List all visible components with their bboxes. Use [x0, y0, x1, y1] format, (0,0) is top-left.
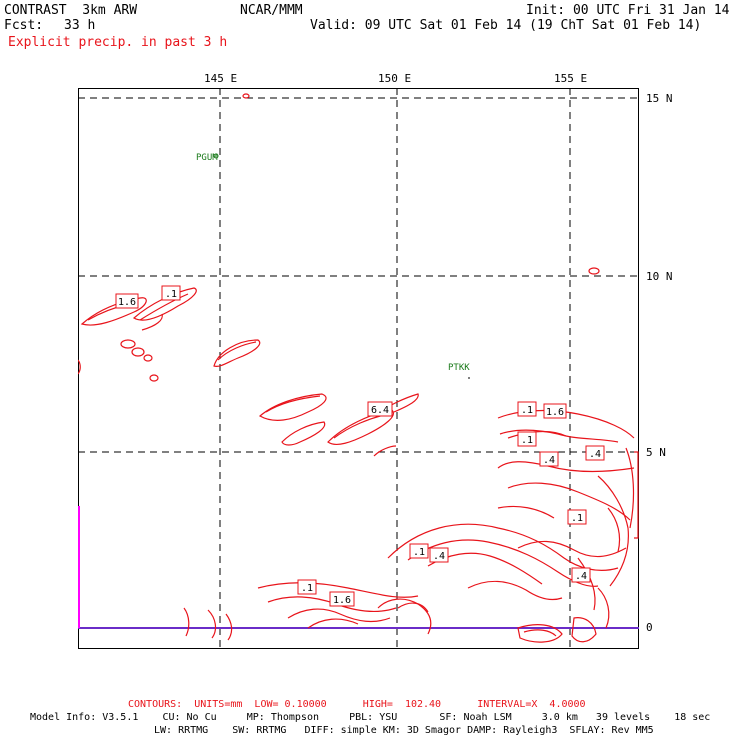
contour — [597, 475, 629, 587]
contour — [225, 613, 233, 641]
contour-label-text: .4 — [433, 551, 445, 562]
contour-label-group: 1.6 .1 6.4 .1 1.6 .1 .4 .4 .1 .1 .4 .4 .… — [115, 285, 605, 607]
contour-label-text: .1 — [521, 405, 533, 416]
center-name: NCAR/MMM — [240, 3, 303, 18]
lat-label-5n: 5 N — [646, 446, 666, 459]
contour — [207, 609, 217, 639]
contour — [143, 354, 153, 362]
station-pgum: PGUM — [196, 153, 218, 163]
contour-label: .4 — [585, 445, 605, 461]
contours-info: CONTOURS: UNITS=mm LOW= 0.10000 HIGH= 10… — [128, 699, 586, 710]
contour — [607, 507, 621, 553]
contour-label-text: 1.6 — [333, 595, 351, 606]
contour — [397, 602, 429, 613]
contour-label: .1 — [297, 579, 317, 595]
contour — [139, 293, 189, 321]
map-canvas: PGUM PTKK 1.6 .1 6.4 .1 1.6 .1 .4 .4 .1 … — [78, 88, 639, 649]
contour-label-text: .4 — [543, 455, 555, 466]
station-dot — [213, 153, 219, 159]
lon-label-145: 145 E — [204, 72, 238, 85]
contour-label: 1.6 — [329, 591, 355, 607]
contour-label: .1 — [517, 401, 537, 417]
contour — [634, 451, 639, 539]
precip-contours — [78, 93, 639, 643]
contour — [497, 409, 635, 443]
contour — [217, 341, 257, 361]
contour — [183, 607, 190, 637]
init-time: Init: 00 UTC Fri 31 Jan 14 — [526, 3, 730, 18]
physics-info: LW: RRTMG SW: RRTMG DIFF: simple KM: 3D … — [154, 725, 654, 736]
contour — [387, 523, 619, 571]
contour — [132, 287, 197, 321]
lon-label-155: 155 E — [554, 72, 588, 85]
contour-label: 1.6 — [543, 403, 567, 419]
lat-label-15n: 15 N — [646, 92, 673, 105]
contour-label: .1 — [567, 509, 587, 525]
model-title: CONTRAST 3km ARW — [4, 3, 138, 18]
contour-label-text: .4 — [575, 571, 587, 582]
contour-label: .4 — [571, 567, 591, 583]
contour — [373, 445, 397, 457]
contour — [467, 580, 563, 601]
contour-label: .1 — [161, 285, 181, 301]
contour — [597, 587, 610, 629]
field-title: Explicit precip. in past 3 h — [8, 35, 228, 50]
contour — [625, 447, 635, 529]
lon-label-150: 150 E — [378, 72, 412, 85]
lat-label-10n: 10 N — [646, 270, 673, 283]
contour — [257, 582, 419, 598]
contour — [80, 297, 147, 326]
contour-label-text: .1 — [413, 547, 425, 558]
contour — [78, 359, 81, 375]
lat-lon-grid — [78, 88, 639, 649]
contour-label-text: 6.4 — [371, 405, 389, 416]
contour-label-text: .1 — [571, 513, 583, 524]
contour — [258, 393, 327, 421]
contour — [287, 608, 391, 623]
contour — [517, 540, 627, 558]
contour-label: .1 — [409, 543, 429, 559]
contour-label: .1 — [517, 431, 537, 447]
forecast-label: Fcst: — [4, 18, 44, 33]
forecast-hour: 33 h — [64, 18, 96, 33]
contour — [523, 629, 557, 637]
contour-label-text: .1 — [165, 289, 177, 300]
precip-map: PGUM PTKK 1.6 .1 6.4 .1 1.6 .1 .4 .4 .1 … — [78, 88, 639, 649]
contour — [507, 430, 567, 439]
contour — [149, 374, 159, 382]
station-markers: PGUM PTKK — [196, 153, 470, 379]
contour-label-text: .1 — [521, 435, 533, 446]
contour-label-text: 1.6 — [546, 407, 564, 418]
contour — [265, 395, 321, 413]
valid-time: Valid: 09 UTC Sat 01 Feb 14 (19 ChT Sat … — [310, 18, 702, 33]
contour — [307, 618, 359, 629]
map-frame — [78, 88, 639, 649]
model-info: Model Info: V3.5.1 CU: No Cu MP: Thompso… — [30, 712, 711, 723]
contour — [577, 557, 596, 611]
contour — [571, 617, 597, 643]
lat-label-0: 0 — [646, 621, 653, 634]
contour — [327, 409, 394, 446]
contour — [141, 313, 163, 331]
contour — [242, 93, 250, 99]
contour-label-text: 1.6 — [118, 297, 136, 308]
contour — [131, 347, 145, 357]
contour-label: 6.4 — [367, 401, 393, 417]
contour-label: .4 — [539, 451, 559, 467]
contour — [588, 267, 600, 275]
contour-label-text: .1 — [301, 583, 313, 594]
station-ptkk: PTKK — [448, 363, 470, 373]
contour — [517, 624, 563, 643]
contour — [120, 339, 136, 349]
contour — [281, 421, 326, 446]
contour-label: 1.6 — [115, 293, 139, 309]
contour-label: .4 — [429, 547, 449, 563]
contour — [213, 339, 261, 367]
contour-label-text: .4 — [589, 449, 601, 460]
